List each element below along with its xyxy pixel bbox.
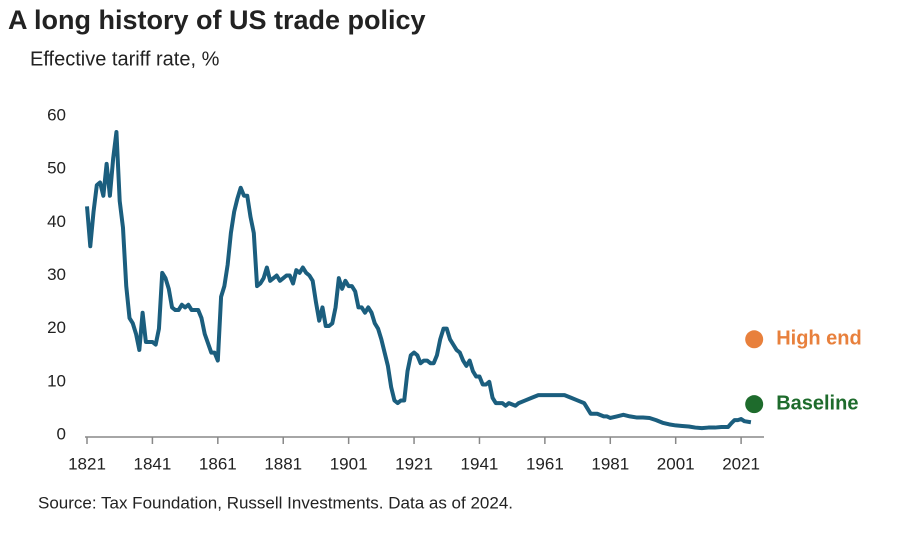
x-tick-label: 2001 xyxy=(657,454,695,473)
chart-title: A long history of US trade policy xyxy=(8,5,426,35)
y-tick-label: 0 xyxy=(57,424,66,443)
annotation-label: High end xyxy=(776,328,862,350)
x-tick-label: 1841 xyxy=(133,454,171,473)
x-tick-label: 1961 xyxy=(526,454,564,473)
x-tick-label: 1821 xyxy=(68,454,106,473)
x-tick-label: 1921 xyxy=(395,454,433,473)
y-tick-label: 10 xyxy=(47,371,66,390)
line-series xyxy=(85,129,752,431)
annotation-point xyxy=(745,395,764,414)
y-tick-label: 50 xyxy=(47,159,66,178)
y-tick-label: 40 xyxy=(47,212,66,231)
chart-subtitle: Effective tariff rate, % xyxy=(30,48,220,70)
source-note: Source: Tax Foundation, Russell Investme… xyxy=(38,493,513,512)
y-tick-label: 20 xyxy=(47,318,66,337)
y-tick-label: 60 xyxy=(47,105,66,124)
y-tick-label: 30 xyxy=(47,265,66,284)
x-tick-label: 1901 xyxy=(330,454,368,473)
x-tick-label: 1861 xyxy=(199,454,237,473)
x-tick-label: 2021 xyxy=(722,454,760,473)
annotation-point xyxy=(745,330,764,349)
x-tick-label: 1941 xyxy=(461,454,499,473)
x-tick-label: 1881 xyxy=(264,454,302,473)
x-tick-label: 1981 xyxy=(591,454,629,473)
annotation-label: Baseline xyxy=(776,392,858,414)
